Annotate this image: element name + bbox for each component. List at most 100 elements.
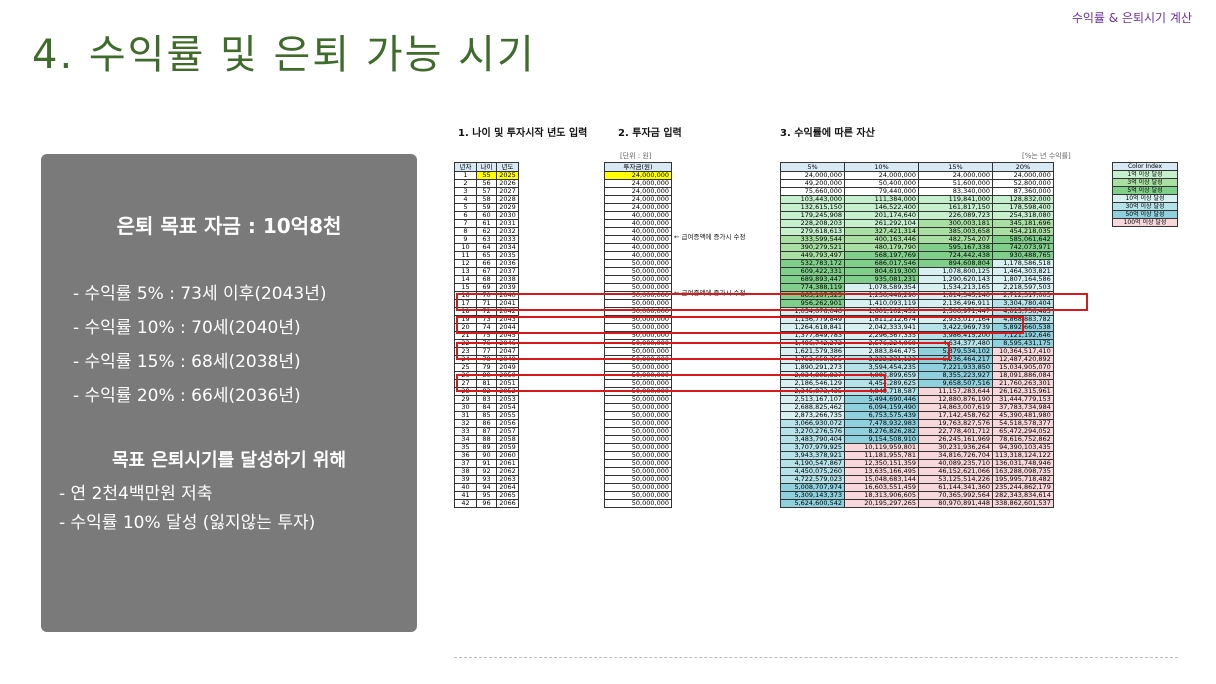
legend-item: 5억 이상 달성 [1112,186,1178,195]
salary-note-1: ← 급여증액에 증가시 수정 [674,233,746,241]
cell-asset: 4,190,547,867 [780,459,845,468]
table-row: 38 92 2062 50,000,000 4,450,075,260 13,635,16… [454,467,1054,476]
legend-title: Color Index [1112,162,1178,171]
cell-invest: 40,000,000 [604,227,672,236]
header-age: 나이 [476,162,497,172]
cell-asset: 2,873,266,735 [780,411,845,420]
cell-asset: 132,615,150 [780,203,845,212]
sheet-bottom-line [454,657,1178,658]
cell-year: 2037 [496,267,519,276]
cell-age: 85 [476,411,497,420]
cell-asset: 21,760,263,301 [992,379,1054,388]
cell-asset: 6,753,575,439 [844,411,919,420]
cell-age: 84 [476,403,497,412]
asset-table: 년차 나이 년도 투자금(원) 5% 10% 15% 20% 1 55 2025 24… [454,162,1054,508]
cell-age: 88 [476,435,497,444]
table-row: 33 87 2057 50,000,000 3,270,276,576 8,276,826… [454,427,1054,436]
table-header-row: 년차 나이 년도 투자금(원) 5% 10% 15% 20% [454,162,1054,172]
legend-item: 100억 이상 달성 [1112,218,1178,227]
cell-asset: 482,754,207 [918,235,993,244]
section-age-input: 1. 나이 및 투자시작 년도 입력 [458,128,588,139]
cell-year-no: 38 [454,467,477,476]
cell-asset: 45,390,481,980 [992,411,1054,420]
cell-asset: 87,360,000 [992,187,1054,196]
cell-age: 56 [476,179,497,188]
cell-invest: 24,000,000 [604,203,672,212]
cell-year-no: 7 [454,219,477,228]
cell-asset: 195,995,718,482 [992,475,1054,484]
cell-asset: 3,270,276,576 [780,427,845,436]
cell-asset: 1,534,213,165 [918,283,993,292]
cell-year: 2062 [496,467,519,476]
cell-asset: 83,340,000 [918,187,993,196]
cell-invest: 50,000,000 [604,459,672,468]
cell-asset: 53,125,514,226 [918,475,993,484]
cell-asset: 1,890,291,273 [780,363,845,372]
cell-age: 87 [476,427,497,436]
cell-year-no: 2 [454,179,477,188]
cell-asset: 282,343,834,614 [992,491,1054,500]
cell-invest: 50,000,000 [604,451,672,460]
cell-asset: 10,364,517,410 [992,347,1054,356]
cell-asset: 1,464,303,821 [992,267,1054,276]
cell-year: 2027 [496,187,519,196]
cell-invest: 50,000,000 [604,435,672,444]
cell-year-no: 5 [454,203,477,212]
cell-asset: 24,000,000 [918,171,993,180]
cell-asset: 11,157,283,644 [918,387,993,396]
achieve-item-saving: - 연 2천4백만원 저축 [59,484,213,504]
cell-invest: 24,000,000 [604,187,672,196]
cell-asset: 338,862,601,537 [992,499,1054,508]
cell-year-no: 40 [454,483,477,492]
cell-year: 2030 [496,211,519,220]
cell-age: 65 [476,251,497,260]
cell-asset: 18,313,906,605 [844,491,919,500]
cell-age: 89 [476,443,497,452]
rate-item-20: - 수익률 20% : 66세(2036년) [73,386,301,406]
cell-asset: 279,618,613 [780,227,845,236]
legend-item: 1억 이상 달성 [1112,170,1178,179]
cell-asset: 119,841,000 [918,195,993,204]
cell-asset: 774,388,119 [780,283,845,292]
cell-asset: 13,635,166,495 [844,467,919,476]
cell-asset: 10,119,959,801 [844,443,919,452]
section-assets: 3. 수익률에 따른 자산 [780,128,875,139]
header-rate-20: 20% [992,162,1054,172]
retirement-goal: 은퇴 목표 자금 : 10억8천 [116,214,342,238]
cell-invest: 50,000,000 [604,259,672,268]
legend-item: 50억 이상 달성 [1112,210,1178,219]
cell-year: 2065 [496,491,519,500]
cell-asset: 75,660,000 [780,187,845,196]
cell-asset: 6,094,159,490 [844,403,919,412]
cell-year-no: 12 [454,259,477,268]
table-row: 39 93 2063 50,000,000 4,722,579,023 15,048,68… [454,475,1054,484]
cell-age: 69 [476,283,497,292]
table-row: 36 90 2060 50,000,000 3,943,378,921 11,181,95… [454,451,1054,460]
cell-asset: 31,444,779,153 [992,395,1054,404]
cell-year: 2028 [496,195,519,204]
table-row: 41 95 2065 50,000,000 5,309,143,373 18,313,90… [454,491,1054,500]
cell-year: 2026 [496,179,519,188]
cell-year-no: 25 [454,363,477,372]
cell-year-no: 8 [454,227,477,236]
rate-item-5: - 수익률 5% : 73세 이후(2043년) [73,284,327,304]
cell-asset: 894,608,804 [918,259,993,268]
unit-label: [단위 : 원] [620,152,652,160]
cell-asset: 226,089,723 [918,211,993,220]
cell-invest: 40,000,000 [604,211,672,220]
table-row: 23 77 2047 50,000,000 1,621,579,386 2,883,846… [454,347,1054,356]
cell-age: 96 [476,499,497,508]
cell-asset: 1,807,164,586 [992,275,1054,284]
cell-asset: 228,208,203 [780,219,845,228]
cell-invest: 24,000,000 [604,195,672,204]
cell-year: 2058 [496,435,519,444]
cell-asset: 103,443,000 [780,195,845,204]
cell-invest: 50,000,000 [604,419,672,428]
cell-age: 63 [476,235,497,244]
cell-asset: 390,279,521 [780,243,845,252]
cell-asset: 24,000,000 [844,171,919,180]
cell-year: 2053 [496,395,519,404]
cell-asset: 78,616,752,862 [992,435,1054,444]
table-row: 31 85 2055 50,000,000 2,873,266,735 6,753,575… [454,411,1054,420]
cell-asset: 18,091,886,084 [992,371,1054,380]
